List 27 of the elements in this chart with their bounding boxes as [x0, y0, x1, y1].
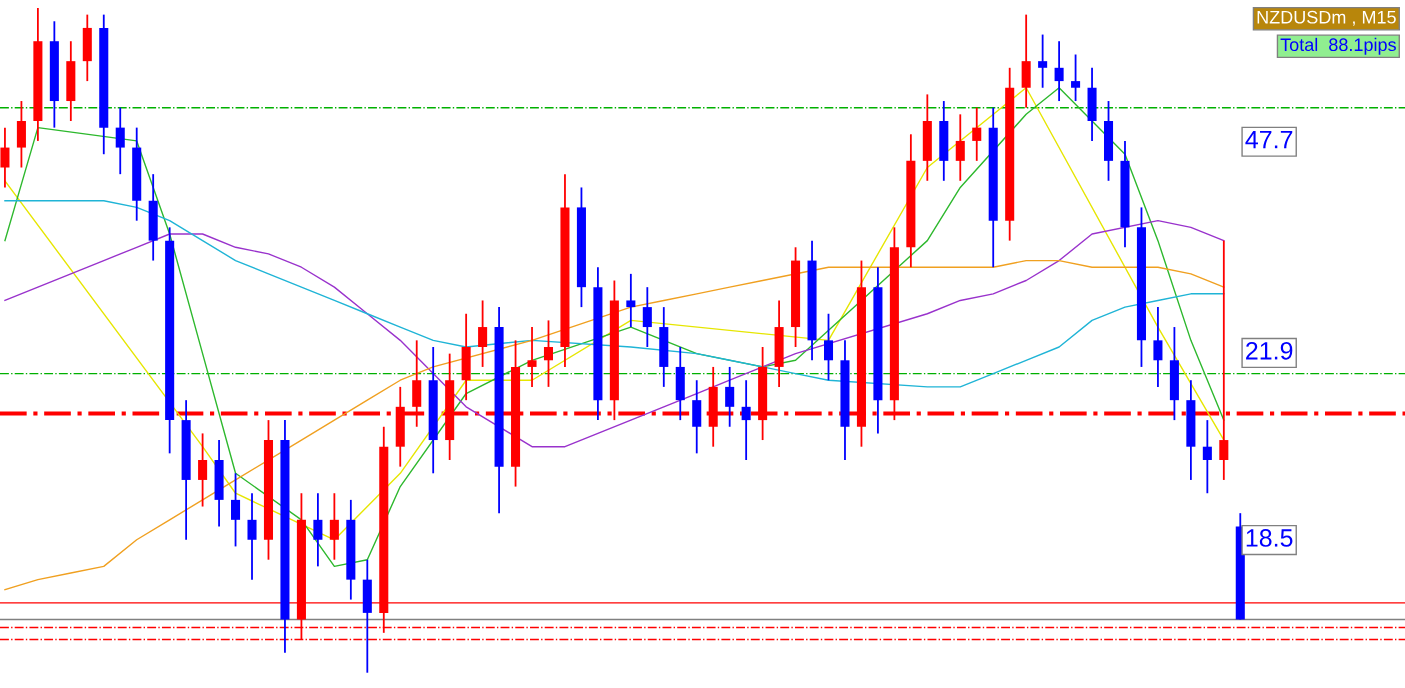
- candlestick: [478, 299, 488, 368]
- candlestick: [231, 472, 241, 548]
- candlestick: [741, 379, 751, 461]
- candlestick: [1153, 306, 1163, 388]
- candlestick: [642, 286, 652, 348]
- candlestick: [1038, 33, 1048, 89]
- candlestick: [1202, 419, 1212, 495]
- candlestick: [115, 106, 125, 176]
- candlestick: [725, 366, 735, 428]
- annotation: 18.5: [1246, 529, 1293, 547]
- annotation: 47.7: [1245, 130, 1293, 149]
- annotation: 21.9: [1246, 341, 1293, 360]
- candlestick: [1071, 53, 1081, 102]
- candlestick: [1054, 40, 1064, 102]
- candlestick: [972, 106, 982, 162]
- candlestick: [247, 492, 257, 581]
- candlestick: [0, 126, 10, 189]
- candlestick: [527, 326, 537, 388]
- candlestick: [626, 272, 636, 328]
- candlestick: [543, 319, 554, 388]
- candlestick: [823, 312, 834, 382]
- candlestick: [198, 432, 208, 508]
- candlestick: [955, 113, 965, 182]
- text: NZDUSDm , M15: [1257, 10, 1396, 26]
- candlestick: [313, 492, 323, 568]
- text: Total 88.1pips: [1280, 37, 1396, 55]
- candlestick: [329, 492, 339, 561]
